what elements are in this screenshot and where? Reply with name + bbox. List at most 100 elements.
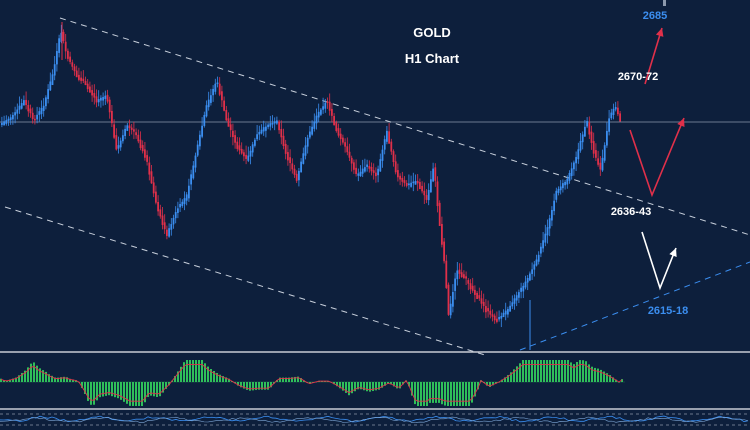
histogram-bar (150, 382, 152, 396)
histogram-bar (75, 380, 77, 382)
candle-body (597, 158, 599, 165)
candle-body (157, 201, 159, 212)
candle-body (126, 125, 129, 131)
candle-body (245, 154, 247, 159)
candle-body (311, 126, 313, 135)
candle-body (577, 149, 580, 160)
candle-body (599, 162, 602, 170)
histogram-bar (264, 382, 266, 390)
candle-body (190, 174, 192, 185)
histogram-bar (600, 369, 602, 382)
candle-body (337, 128, 340, 136)
candle-body (247, 155, 250, 161)
histogram-bar (45, 371, 47, 382)
candle-body (388, 131, 390, 144)
candle-body (179, 204, 181, 208)
candle-body (199, 134, 201, 147)
candle-body (423, 190, 426, 196)
candle-body (161, 215, 164, 225)
histogram-bar (72, 379, 74, 382)
candle-body (298, 170, 300, 181)
histogram-bar (186, 360, 188, 382)
candle-body (20, 103, 23, 109)
candle-body (23, 100, 25, 106)
candle-body (568, 172, 571, 181)
candle-body (183, 198, 186, 205)
candle-body (128, 125, 131, 129)
candle-body (95, 96, 98, 103)
candle-body (60, 32, 63, 42)
candle-body (168, 228, 170, 237)
candle-body (399, 175, 401, 180)
candle-body (130, 127, 133, 130)
candle-body (416, 180, 419, 184)
histogram-bar (105, 382, 107, 396)
candle-body (192, 165, 195, 179)
candle-body (289, 157, 291, 164)
histogram-bar (564, 360, 566, 382)
candle-body (381, 149, 384, 161)
histogram-bar (9, 379, 11, 382)
histogram-bar (495, 382, 497, 384)
histogram-bar (390, 382, 392, 385)
histogram-bar (126, 382, 128, 404)
histogram-bar (168, 382, 170, 386)
histogram-bar (513, 369, 515, 382)
candle-body (115, 135, 118, 150)
level-label-2685: 2685 (643, 10, 667, 22)
histogram-bar (486, 382, 488, 386)
candle-body (438, 202, 441, 226)
histogram-bar (153, 382, 155, 397)
candle-body (401, 177, 404, 182)
candle-body (454, 278, 456, 291)
top-marker (663, 0, 666, 6)
candle-body (42, 105, 45, 111)
candle-body (529, 273, 531, 281)
histogram-bar (348, 382, 350, 396)
candle-body (564, 181, 566, 186)
candles (1, 22, 621, 350)
histogram-bar (525, 360, 527, 382)
chart-subtitle: H1 Chart (405, 51, 460, 66)
channel-lower-line (4, 206, 486, 356)
candle-body (553, 200, 555, 212)
candle-body (141, 145, 144, 152)
histogram-bar (96, 382, 98, 401)
candle-body (557, 188, 560, 193)
candle-body (368, 166, 371, 169)
candle-body (436, 181, 439, 207)
candle-body (507, 309, 509, 315)
candle-body (619, 113, 621, 122)
candle-body (148, 162, 151, 175)
histogram-bar (189, 360, 191, 382)
histogram-bar (177, 371, 179, 382)
histogram-bar (489, 382, 491, 387)
candle-body (102, 97, 104, 101)
candle-body (320, 109, 322, 115)
histogram-bar (477, 382, 479, 390)
candle-body (271, 122, 274, 125)
histogram-bar (288, 377, 290, 382)
histogram-bar (216, 372, 218, 382)
histogram-bar (369, 382, 371, 392)
candle-body (249, 150, 252, 157)
arrow-drop-then-rebound (641, 231, 677, 291)
histogram-bar (180, 366, 182, 382)
candle-body (80, 77, 82, 81)
candle-body (350, 157, 353, 164)
histogram-bar (417, 382, 419, 406)
candle-body (280, 128, 283, 138)
histogram-bar (240, 382, 242, 388)
candle-body (155, 191, 157, 203)
candle-body (196, 144, 199, 156)
arrow-dip-then-rise (629, 117, 685, 198)
candle-body (595, 150, 597, 158)
histogram-bar (531, 360, 533, 382)
candle-body (194, 155, 197, 168)
oscillator-pane (0, 360, 625, 406)
candle-body (509, 305, 511, 312)
histogram-bar (138, 382, 140, 406)
histogram-bar (573, 364, 575, 382)
histogram-bar (39, 368, 41, 382)
